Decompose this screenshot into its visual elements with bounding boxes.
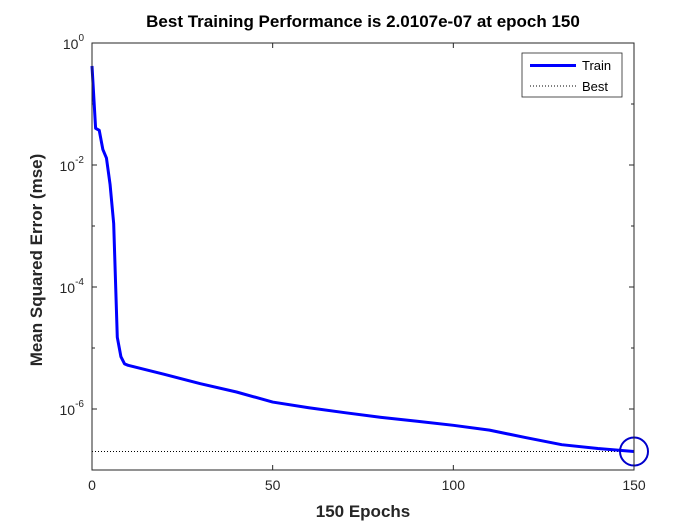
y-tick-label: 10-6 [60, 399, 85, 418]
y-tick-label: 10-2 [60, 155, 85, 174]
plot-frame [91, 42, 635, 471]
legend-box [521, 52, 623, 98]
y-tick-label-base: 10 [60, 158, 76, 174]
y-tick-label-exponent: -2 [75, 155, 84, 166]
y-tick-label: 10-4 [60, 277, 85, 296]
y-tick-label-base: 10 [60, 280, 76, 296]
x-axis-label: 150 Epochs [316, 502, 411, 521]
y-axis-label: Mean Squared Error (mse) [27, 154, 46, 367]
x-tick-label: 50 [265, 477, 281, 493]
legend: Train Best [521, 52, 623, 98]
legend-train-label: Train [582, 58, 611, 73]
x-tick-label: 100 [442, 477, 466, 493]
y-tick-label-exponent: -4 [75, 277, 84, 288]
y-tick-label-base: 10 [63, 36, 79, 52]
y-tick-label-exponent: 0 [78, 33, 84, 44]
x-tick-label: 0 [88, 477, 96, 493]
chart-title: Best Training Performance is 2.0107e-07 … [146, 12, 580, 31]
series-line-train [90, 65, 635, 454]
y-tick-label: 100 [63, 33, 85, 52]
y-tick-label-base: 10 [60, 402, 76, 418]
plot-layer [90, 43, 649, 470]
legend-best-label: Best [582, 79, 608, 94]
x-tick-label: 150 [622, 477, 646, 493]
y-tick-label-exponent: -6 [75, 399, 84, 410]
